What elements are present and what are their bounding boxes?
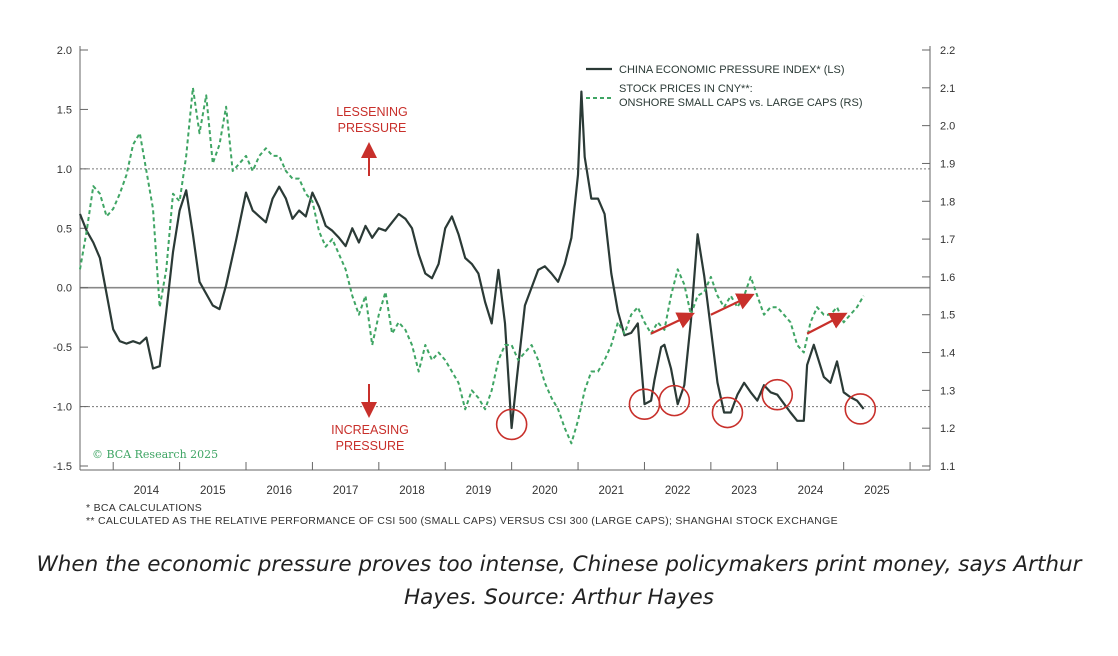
left-axis-tick-label: 0.0	[57, 283, 72, 295]
right-axis-tick-label: 1.9	[940, 158, 955, 170]
left-axis-tick-label: -1.0	[53, 402, 72, 414]
left-axis-tick-label: -1.5	[53, 461, 72, 473]
x-axis-tick-label: 2021	[598, 485, 624, 497]
lessening-label-line1: LESSENING	[336, 105, 408, 119]
increasing-label-line1: INCREASING	[331, 423, 409, 437]
legend-label-pressure: CHINA ECONOMIC PRESSURE INDEX* (LS)	[619, 64, 845, 76]
x-axis-tick-label: 2014	[134, 485, 160, 497]
x-axis-tick-label: 2015	[200, 485, 226, 497]
x-axis-tick-label: 2024	[798, 485, 824, 497]
left-axis-tick-label: 0.5	[57, 223, 72, 235]
x-axis-tick-label: 2017	[333, 485, 359, 497]
chart-figure: -1.5 -1.0 -0.5 0.0 0.5 1.0 1.5 2.0 1.1 1.2 1.3 1.4 1…	[53, 45, 955, 497]
reference-lines	[80, 168, 930, 408]
left-axis-tick-label: 2.0	[57, 45, 72, 57]
x-axis-tick-label: 2025	[864, 485, 890, 497]
left-axis-tick-label: -0.5	[53, 342, 72, 354]
legend: CHINA ECONOMIC PRESSURE INDEX* (LS) STOC…	[586, 64, 862, 109]
right-axis-tick-label: 1.1	[940, 461, 955, 473]
circled-low	[844, 393, 877, 425]
annotations	[361, 142, 877, 441]
right-axis-tick-label: 2.0	[940, 121, 955, 133]
pressure-annotations: LESSENING PRESSURE INCREASING PRESSURE ©…	[92, 105, 409, 461]
legend-label-stock-line2: ONSHORE SMALL CAPS vs. LARGE CAPS (RS)	[619, 97, 862, 109]
right-axis-tick-label: 1.6	[940, 272, 955, 284]
figure-caption: When the economic pressure proves too in…	[36, 552, 1082, 610]
right-axis-tick-label: 1.3	[940, 385, 955, 397]
circled-low	[761, 378, 794, 411]
x-axis-tick-label: 2022	[665, 485, 691, 497]
legend-label-stock-line1: STOCK PRICES IN CNY**:	[619, 83, 753, 95]
trend-arrow	[806, 312, 848, 335]
series-line-stock-prices	[79, 86, 865, 445]
lessening-label-line2: PRESSURE	[338, 121, 407, 135]
right-axis-tick-label: 1.7	[940, 234, 955, 246]
series-line-pressure-index	[78, 90, 865, 430]
axes: -1.5 -1.0 -0.5 0.0 0.5 1.0 1.5 2.0 1.1 1.2 1.3 1.4 1…	[53, 45, 955, 497]
right-axis-tick-label: 2.2	[940, 45, 955, 57]
right-axis-tick-label: 1.2	[940, 423, 955, 435]
footnote-1: * BCA CALCULATIONS	[86, 502, 203, 514]
left-axis-tick-label: 1.0	[57, 164, 72, 176]
series-lines	[78, 86, 865, 445]
left-axis-tick-label: 1.5	[57, 104, 72, 116]
increasing-label-line2: PRESSURE	[336, 439, 405, 453]
x-axis-tick-label: 2020	[532, 485, 558, 497]
right-axis-tick-label: 1.8	[940, 196, 955, 208]
circled-low	[711, 396, 744, 429]
circled-low	[658, 384, 691, 417]
footnotes: * BCA CALCULATIONS ** CALCULATED AS THE …	[86, 502, 838, 528]
right-axis-tick-label: 1.5	[940, 310, 955, 322]
x-axis-tick-label: 2018	[399, 485, 425, 497]
right-axis-tick-label: 1.4	[940, 348, 955, 360]
trend-arrow	[710, 293, 755, 316]
circled-low	[495, 408, 528, 441]
trend-arrow	[650, 312, 695, 335]
x-axis-tick-label: 2023	[731, 485, 757, 497]
footnote-2: ** CALCULATED AS THE RELATIVE PERFORMANC…	[86, 515, 838, 527]
right-axis-tick-label: 2.1	[940, 83, 955, 95]
x-axis-tick-label: 2016	[266, 485, 292, 497]
x-axis-tick-label: 2019	[466, 485, 492, 497]
bca-watermark: © BCA Research 2025	[92, 448, 218, 461]
